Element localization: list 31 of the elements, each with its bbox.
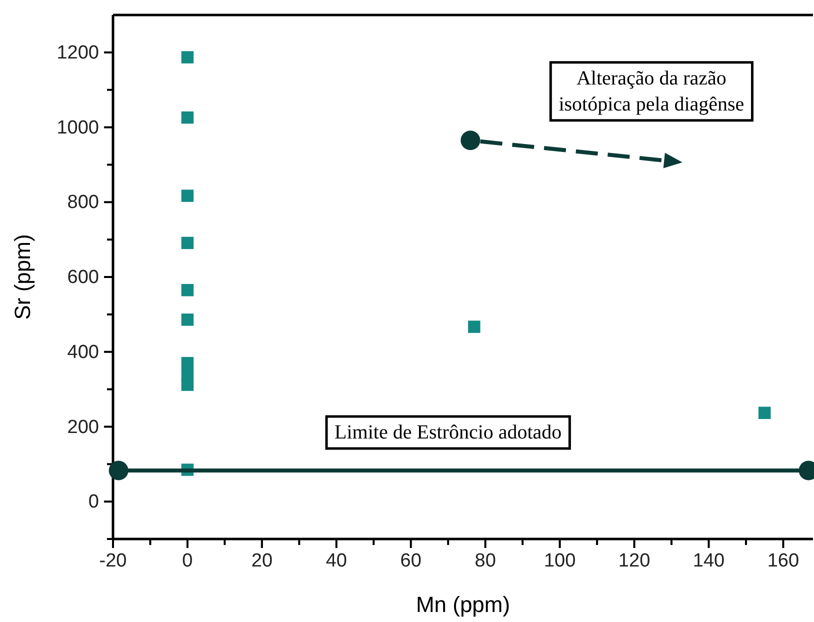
x-axis-title: Mn (ppm) [416,592,510,617]
point [181,314,194,326]
y-tick-label: 200 [67,416,99,438]
y-tick-label: 0 [88,492,99,513]
y-tick-label: 600 [67,267,99,288]
x-tick-label: 140 [692,550,725,572]
x-tick-label: 100 [544,550,576,572]
point [181,51,194,64]
point [181,190,194,202]
annotation: Alteração da razão isotópica pela diagênse [558,67,744,116]
x-tick-label: 0 [182,550,193,572]
x-tick-label: 40 [326,550,347,572]
point [181,378,194,391]
y-tick-label: 400 [67,342,99,363]
x-tick-label: 120 [618,550,650,572]
point [181,236,194,250]
x-tick-label: 160 [767,550,800,572]
point [181,111,194,124]
point [468,320,480,333]
point [181,284,194,296]
y-tick-label: 1200 [56,42,99,64]
point [460,130,480,150]
y-axis-title: Sr (ppm) [10,234,35,320]
x-tick-label: 60 [400,550,422,572]
point [758,406,771,419]
annotation: Limite de Estrôncio adotado [334,422,562,444]
x-tick-label: 20 [251,550,273,572]
y-tick-label: 800 [67,192,99,214]
x-tick-label: 80 [474,550,496,572]
x-tick-label: -20 [99,550,127,572]
y-tick-label: 1000 [56,117,99,138]
